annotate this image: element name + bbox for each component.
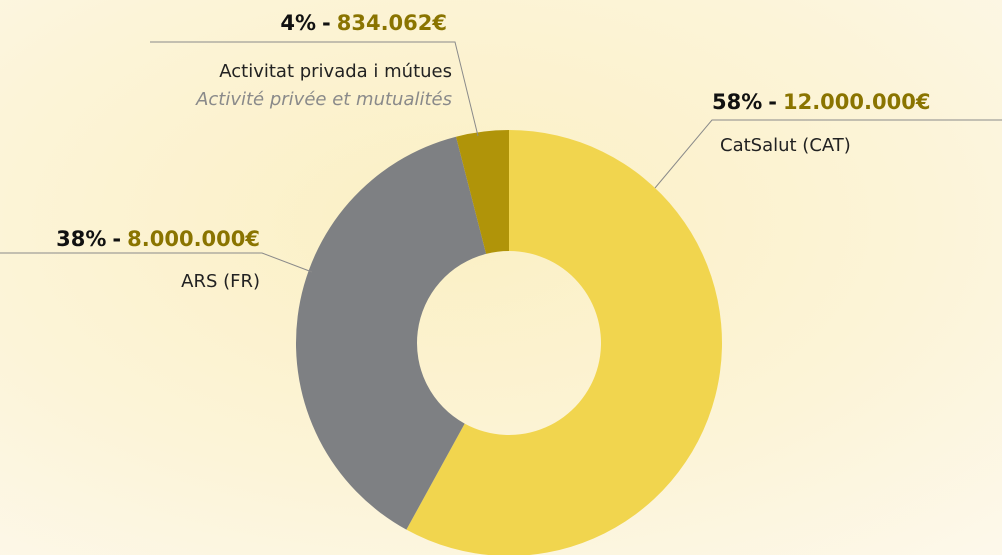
separator: -	[768, 90, 777, 114]
leader-lines	[0, 41, 1002, 273]
data-label: 58% -12.000.000€	[712, 90, 930, 114]
leader-line	[150, 41, 479, 137]
leader-line	[0, 252, 313, 273]
category-label: CatSalut (CAT)	[720, 135, 851, 156]
percent-label: 4%	[280, 11, 316, 35]
donut-segment	[406, 130, 722, 555]
amount-label: 12.000.000€	[783, 90, 930, 114]
data-label: 4% -834.062€	[280, 11, 447, 35]
donut-segment	[456, 130, 509, 254]
amount-label: 8.000.000€	[127, 227, 260, 251]
category-label: Activitat privada i mútues	[219, 61, 452, 82]
category-label: ARS (FR)	[181, 271, 260, 292]
percent-label: 58%	[712, 90, 762, 114]
donut-segment	[296, 136, 487, 530]
leader-line	[654, 119, 1002, 189]
amount-label: 834.062€	[337, 11, 447, 35]
separator: -	[322, 11, 331, 35]
separator: -	[112, 227, 121, 251]
category-note: Activité privée et mutualités	[195, 89, 452, 110]
percent-label: 38%	[56, 227, 106, 251]
data-label: 38% -8.000.000€	[56, 227, 260, 251]
